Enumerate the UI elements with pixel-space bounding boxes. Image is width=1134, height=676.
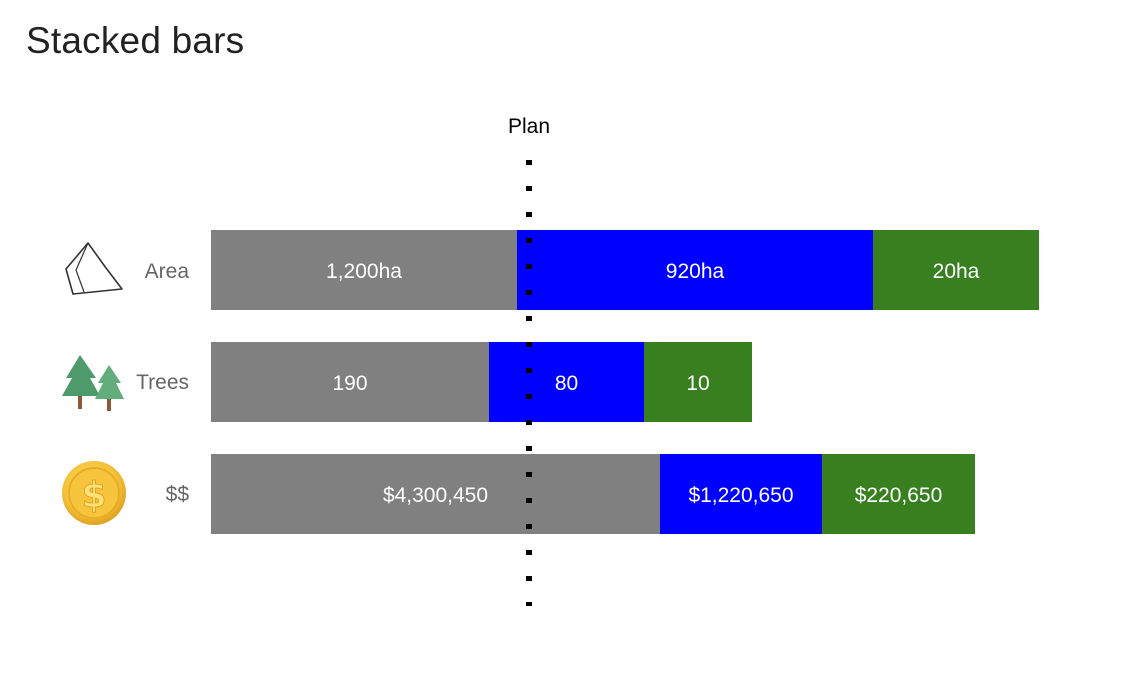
bar-segment-trees-3 — [644, 342, 752, 422]
bar-segment-area-2 — [517, 230, 873, 310]
bar-segment-label-trees-1: 190 — [332, 372, 367, 395]
bar-segment-money-1 — [211, 454, 660, 534]
bar-segment-money-3 — [822, 454, 975, 534]
bar-segment-label-area-1: 1,200ha — [326, 260, 402, 283]
bar-segment-label-money-1: $4,300,450 — [383, 484, 488, 507]
bar-segment-trees-1 — [211, 342, 489, 422]
plan-line-label: Plan — [508, 115, 550, 138]
pine-trees-icon — [62, 355, 124, 411]
dollar-coin-icon: $ — [62, 461, 126, 525]
bar-segment-label-money-2: $1,220,650 — [688, 484, 793, 507]
bar-segment-label-area-3: 20ha — [933, 260, 980, 283]
bars-group: 1,200ha 920ha 20ha 190 80 10 $4,300,450 $1,220,… — [211, 230, 1039, 534]
row-label-money: $$ — [166, 483, 190, 506]
bar-segment-label-money-3: $220,650 — [855, 484, 943, 507]
bar-segment-area-3 — [873, 230, 1039, 310]
bar-segment-label-trees-2: 80 — [555, 372, 578, 395]
bar-segment-label-area-2: 920ha — [666, 260, 725, 283]
bar-segment-money-2 — [660, 454, 822, 534]
row-label-area: Area — [145, 260, 190, 283]
page-title: Stacked bars — [26, 20, 245, 61]
row-label-trees: Trees — [136, 371, 189, 394]
bar-segment-label-trees-3: 10 — [686, 372, 709, 395]
area-polygon-icon — [65, 242, 123, 295]
svg-text:$: $ — [81, 475, 106, 516]
bar-segment-area-1 — [211, 230, 517, 310]
bar-segment-trees-2 — [489, 342, 644, 422]
